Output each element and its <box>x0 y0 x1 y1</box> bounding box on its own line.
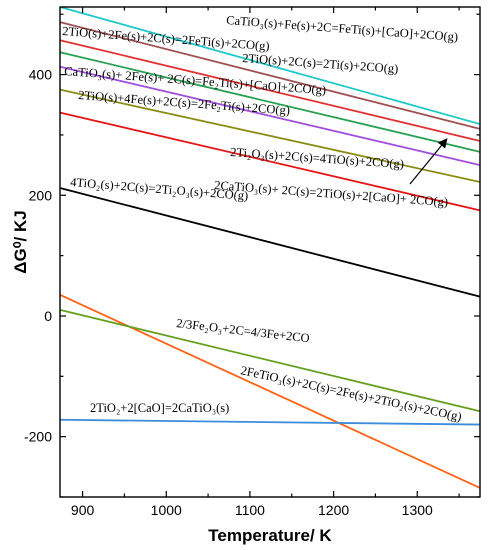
series-line-0 <box>59 6 481 125</box>
series-lines <box>59 6 481 489</box>
series-line-2 <box>59 39 481 142</box>
y-tick-label: 0 <box>44 308 52 324</box>
series-line-1 <box>59 21 481 130</box>
y-axis-title: ΔG⁰/ KJ <box>11 210 30 273</box>
series-label-2: 2TiO(s)+2C(s)=2Ti(s)+2CO(g) <box>242 51 399 76</box>
plot-frame <box>59 6 481 498</box>
series-label-5: 2TiO(s)+4Fe(s)+2C(s)=2Fe₂Ti(s)+2CO(g) <box>78 88 291 118</box>
x-tick-label: 900 <box>71 502 95 518</box>
series-line-6 <box>59 111 481 212</box>
series-line-9 <box>59 309 481 413</box>
y-tick-label: -200 <box>24 429 52 445</box>
axis-ticks: 900 1000 1100 1200 1300 -200 0 200 400 <box>24 7 480 518</box>
series-line-3 <box>59 51 481 153</box>
series-label-10: 2TiO₂+2[CaO]=2CaTiO₃(s) <box>90 401 229 415</box>
series-line-8 <box>59 294 481 489</box>
y-tick-label: 200 <box>29 187 53 203</box>
annotation-label: 2CaTiO₃(s)+ 2C(s)=2TiO(s)+2[CaO]+ 2CO(g) <box>214 178 449 209</box>
annotation-arrow <box>409 138 448 185</box>
series-line-4 <box>59 65 481 166</box>
x-tick-label: 1100 <box>235 502 265 518</box>
series-line-10 <box>59 418 481 426</box>
x-tick-label: 1200 <box>318 502 349 518</box>
series-labels: CaTiO₃(s)+Fe(s)+2C=FeTi(s)+[CaO]+2CO(g)2… <box>62 13 463 424</box>
y-tick-label: 400 <box>29 67 53 83</box>
x-tick-label: 1000 <box>151 502 182 518</box>
x-axis-title: Temperature/ K <box>208 526 332 545</box>
x-tick-label: 1300 <box>402 502 433 518</box>
series-label-6: 2Ti₂O₃(s)+2C(s)=4TiO(s)+2CO(g) <box>230 145 405 171</box>
series-line-5 <box>59 88 481 183</box>
series-label-9: 2/3Fe₂O₃+2C=4/3Fe+2CO <box>176 316 311 345</box>
series-line-7 <box>59 187 481 298</box>
